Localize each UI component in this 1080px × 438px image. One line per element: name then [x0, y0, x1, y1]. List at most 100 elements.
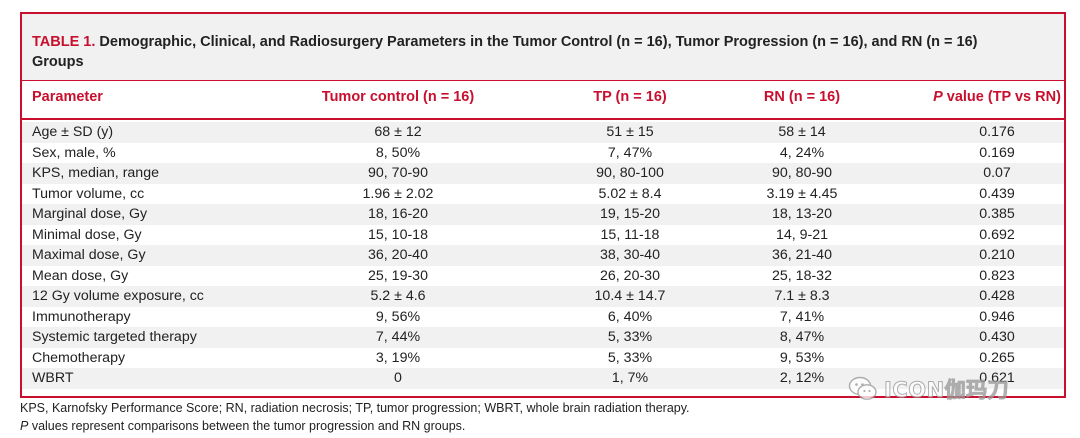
table-frame: TABLE 1. Demographic, Clinical, and Radi…: [20, 12, 1066, 398]
cell-tp: 5.02 ± 8.4: [598, 185, 662, 202]
cell-parameter: Maximal dose, Gy: [32, 247, 146, 263]
cell-rn: 90, 80-90: [772, 165, 832, 181]
footnote-abbreviations: KPS, Karnofsky Performance Score; RN, ra…: [20, 401, 690, 415]
cell-tumor-control: 90, 70-90: [368, 165, 428, 181]
cell-p-value: 0.692: [979, 226, 1015, 243]
cell-parameter: Chemotherapy: [32, 349, 126, 366]
table-row: Marginal dose, Gy 18, 16-20 19, 15-20 18, 1…: [22, 204, 1064, 225]
header-parameter: Parameter: [32, 89, 103, 105]
cell-tp: 51 ± 15: [606, 124, 654, 140]
header-p-rest: value (TP vs RN): [942, 89, 1061, 105]
cell-rn: 4, 24%: [779, 144, 825, 161]
cell-parameter: 12 Gy volume exposure, cc: [32, 288, 204, 304]
cell-p-value: 0.385: [979, 206, 1015, 222]
cell-tp: 7, 47%: [607, 144, 653, 161]
cell-p-value: 0.430: [979, 329, 1015, 345]
cell-p-value: 0.428: [979, 288, 1015, 304]
caption-rule: [22, 80, 1064, 81]
watermark: ICON伽玛刀: [848, 372, 1048, 406]
watermark-text: ICON伽玛刀: [883, 378, 1010, 403]
cell-tp: 38, 30-40: [600, 247, 660, 263]
table-row: KPS, median, range 90, 70-90 90, 80-100 90,…: [22, 163, 1064, 184]
cell-tumor-control: 9, 56%: [375, 308, 421, 325]
table-row: Tumor volume, cc 1.96 ± 2.02 5.02 ± 8.4 3.1…: [22, 184, 1064, 205]
table-row: Mean dose, Gy 25, 19-30 26, 20-30 25, 18-32…: [22, 266, 1064, 287]
cell-rn: 7.1 ± 8.3: [774, 288, 830, 304]
cell-tumor-control: 1.96 ± 2.02: [362, 185, 434, 202]
table-label: TABLE 1.: [32, 34, 96, 50]
cell-rn: 25, 18-32: [772, 267, 832, 284]
cell-tp: 6, 40%: [607, 308, 653, 325]
table-row: 12 Gy volume exposure, cc 5.2 ± 4.6 10.4 ±…: [22, 286, 1064, 307]
table-row: Age ± SD (y) 68 ± 12 51 ± 15 58 ± 14 0.176: [22, 122, 1064, 143]
cell-parameter: Tumor volume, cc: [32, 185, 145, 202]
cell-tumor-control: 0: [394, 370, 402, 386]
cell-tumor-control: 36, 20-40: [368, 247, 428, 263]
cell-tumor-control: 18, 16-20: [368, 206, 428, 222]
header-rn: RN (n = 16): [763, 89, 841, 105]
cell-rn: 58 ± 14: [778, 124, 826, 140]
cell-p-value: 0.176: [979, 124, 1015, 140]
header-tumor-control: Tumor control (n = 16): [321, 89, 475, 105]
cell-parameter: Marginal dose, Gy: [32, 206, 148, 222]
cell-parameter: Minimal dose, Gy: [32, 226, 142, 243]
cell-tumor-control: 5.2 ± 4.6: [370, 288, 426, 304]
cell-tumor-control: 8, 50%: [375, 144, 421, 161]
cell-p-value: 0.946: [979, 308, 1015, 325]
cell-p-value: 0.265: [979, 349, 1015, 366]
cell-tp: 15, 11-18: [600, 226, 660, 243]
cell-rn: 8, 47%: [779, 329, 825, 345]
footnote-p-rest: values represent comparisons between the…: [28, 419, 466, 433]
cell-parameter: Systemic targeted therapy: [32, 329, 197, 345]
cell-tumor-control: 68 ± 12: [374, 124, 422, 140]
cell-parameter: WBRT: [32, 370, 74, 386]
cell-rn: 7, 41%: [779, 308, 825, 325]
header-p-value: P value (TP vs RN): [917, 89, 1077, 105]
cell-tp: 10.4 ± 14.7: [594, 288, 666, 304]
cell-tp: 90, 80-100: [596, 165, 664, 181]
footnote-p-values: P values represent comparisons between t…: [20, 419, 465, 433]
wechat-icon: [848, 376, 877, 400]
table-title-line2: Groups: [32, 54, 84, 70]
cell-rn: 2, 12%: [779, 370, 825, 386]
table-row: WBRT 0 1, 7% 2, 12% 0.621: [22, 368, 1064, 389]
cell-parameter: Sex, male, %: [32, 144, 116, 161]
caption-band: [22, 14, 1064, 80]
cell-tumor-control: 3, 19%: [375, 349, 421, 366]
footnote-p-italic: P: [20, 419, 29, 433]
cell-p-value: 0.210: [979, 247, 1015, 263]
cell-tumor-control: 7, 44%: [375, 329, 421, 345]
cell-p-value: 0.07: [983, 165, 1011, 181]
cell-p-value: 0.439: [979, 185, 1015, 202]
table-row: Chemotherapy 3, 19% 5, 33% 9, 53% 0.265: [22, 348, 1064, 369]
cell-p-value: 0.169: [979, 144, 1015, 161]
cell-rn: 36, 21-40: [772, 247, 832, 263]
table-row: Immunotherapy 9, 56% 6, 40% 7, 41% 0.946: [22, 307, 1064, 328]
cell-parameter: Mean dose, Gy: [32, 267, 129, 284]
table-row: Systemic targeted therapy 7, 44% 5, 33% 8, …: [22, 327, 1064, 348]
cell-rn: 14, 9-21: [775, 226, 829, 243]
cell-p-value: 0.823: [979, 267, 1015, 284]
table-caption: TABLE 1. Demographic, Clinical, and Radi…: [32, 32, 1054, 72]
header-tp: TP (n = 16): [593, 89, 667, 105]
table-row: Maximal dose, Gy 36, 20-40 38, 30-40 36, 21…: [22, 245, 1064, 266]
cell-tp: 19, 15-20: [600, 206, 660, 222]
cell-tumor-control: 25, 19-30: [368, 267, 428, 284]
cell-tp: 1, 7%: [611, 370, 649, 386]
table-title: Demographic, Clinical, and Radiosurgery …: [99, 34, 978, 50]
cell-rn: 18, 13-20: [772, 206, 832, 222]
cell-p-value: 0.621: [979, 370, 1015, 386]
cell-parameter: Immunotherapy: [32, 308, 131, 325]
cell-parameter: Age ± SD (y): [32, 124, 114, 140]
cell-tp: 5, 33%: [607, 349, 653, 366]
cell-parameter: KPS, median, range: [32, 165, 159, 181]
cell-tumor-control: 15, 10-18: [368, 226, 428, 243]
cell-rn: 9, 53%: [779, 349, 825, 366]
header-p-italic: P: [933, 89, 943, 105]
table-row: Sex, male, % 8, 50% 7, 47% 4, 24% 0.169: [22, 143, 1064, 164]
table-row: Minimal dose, Gy 15, 10-18 15, 11-18 14, 9-…: [22, 225, 1064, 246]
cell-rn: 3.19 ± 4.45: [766, 185, 838, 202]
cell-tp: 5, 33%: [607, 329, 653, 345]
header-rule: [22, 118, 1064, 120]
cell-tp: 26, 20-30: [600, 267, 660, 284]
